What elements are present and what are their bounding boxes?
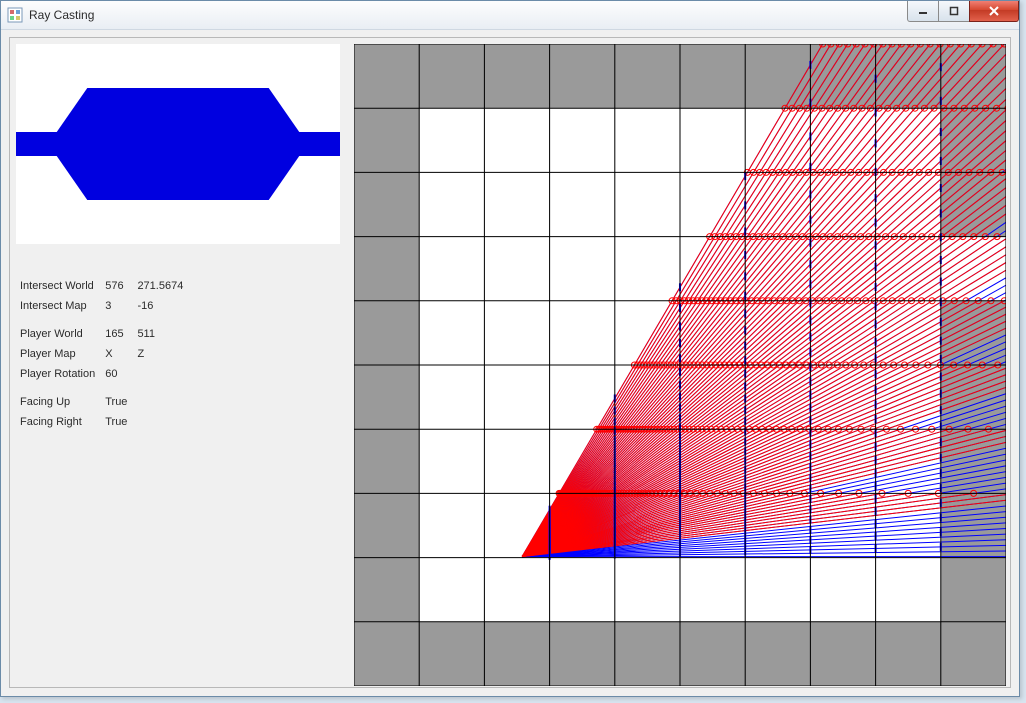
client-area: Intersect World 576 271.5674 Intersect M…: [9, 37, 1011, 688]
label-player-map: Player Map: [20, 344, 105, 364]
stats-table: Intersect World 576 271.5674 Intersect M…: [20, 276, 193, 432]
app-icon: [7, 7, 23, 23]
label-facing-right: Facing Right: [20, 412, 105, 432]
value-intersect-world-x: 576: [105, 276, 137, 296]
label-player-rotation: Player Rotation: [20, 364, 105, 384]
window-buttons: [908, 1, 1019, 22]
value-player-map-x: X: [105, 344, 137, 364]
label-intersect-map: Intersect Map: [20, 296, 105, 316]
value-intersect-map-y: -16: [137, 296, 193, 316]
left-pane: Intersect World 576 271.5674 Intersect M…: [10, 38, 350, 687]
value-intersect-world-y: 271.5674: [137, 276, 193, 296]
maximize-button[interactable]: [938, 1, 970, 22]
value-player-map-y: Z: [137, 344, 193, 364]
value-player-world-x: 165: [105, 316, 137, 344]
value-player-world-y: 511: [137, 316, 193, 344]
row-intersect-world: Intersect World 576 271.5674: [20, 276, 193, 296]
row-intersect-map: Intersect Map 3 -16: [20, 296, 193, 316]
value-facing-right: True: [105, 412, 137, 432]
row-facing-up: Facing Up True: [20, 384, 193, 412]
row-player-rotation: Player Rotation 60: [20, 364, 193, 384]
value-intersect-map-x: 3: [105, 296, 137, 316]
label-intersect-world: Intersect World: [20, 276, 105, 296]
titlebar[interactable]: Ray Casting: [1, 1, 1019, 30]
map-svg: [354, 44, 1006, 686]
label-facing-up: Facing Up: [20, 384, 105, 412]
app-window: Ray Casting In: [0, 0, 1020, 697]
close-button[interactable]: [969, 1, 1019, 22]
value-player-rotation: 60: [105, 364, 137, 384]
render-preview-svg: [16, 44, 340, 244]
row-facing-right: Facing Right True: [20, 412, 193, 432]
stats-panel: Intersect World 576 271.5674 Intersect M…: [20, 276, 193, 432]
minimize-button[interactable]: [907, 1, 939, 22]
row-player-map: Player Map X Z: [20, 344, 193, 364]
row-player-world: Player World 165 511: [20, 316, 193, 344]
label-player-world: Player World: [20, 316, 105, 344]
map-view: [354, 44, 1006, 686]
render-preview: [16, 44, 340, 244]
value-facing-up: True: [105, 384, 137, 412]
window-title: Ray Casting: [29, 8, 94, 22]
